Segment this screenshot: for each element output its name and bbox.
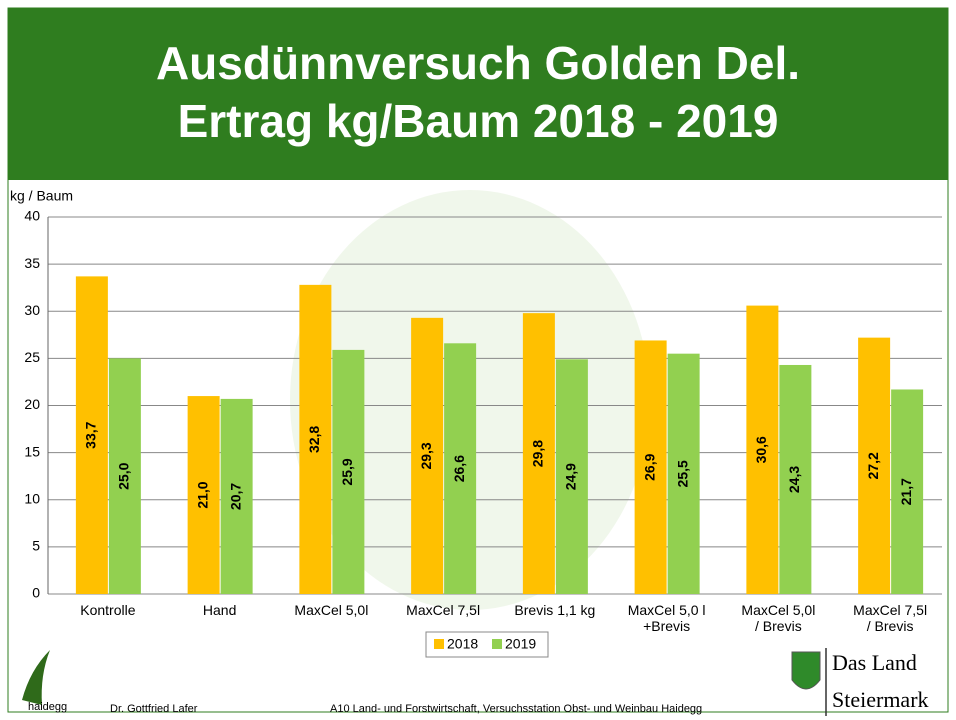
value-label: 29,3 [418, 442, 434, 469]
y-tick-label: 5 [32, 538, 40, 554]
x-tick-label: MaxCel 7,5l [406, 602, 481, 618]
bar [522, 313, 555, 594]
institution: A10 Land- und Forstwirtschaft, Versuchss… [330, 703, 702, 715]
value-label: 20,7 [227, 483, 243, 510]
haidegg-logo [22, 650, 50, 705]
value-label: 26,9 [641, 453, 657, 480]
bar [332, 349, 365, 594]
y-tick-label: 25 [24, 349, 40, 365]
logo-text: haidegg [28, 701, 67, 713]
x-tick-label: MaxCel 7,5l / Brevis [853, 602, 928, 634]
bar [891, 389, 924, 594]
header-band [8, 8, 948, 180]
coat-of-arms [791, 651, 821, 690]
value-label: 24,3 [786, 466, 802, 493]
land-line2: Steiermark [832, 687, 929, 712]
x-tick-label: MaxCel 5,0l [294, 602, 369, 618]
bar [779, 364, 812, 594]
x-tick-label: MaxCel 5,0l / Brevis [741, 602, 816, 634]
bar [187, 396, 220, 594]
y-axis-label: kg / Baum [10, 188, 73, 204]
bar [746, 305, 779, 594]
bar [858, 337, 891, 594]
y-tick-label: 10 [24, 490, 40, 506]
bar [411, 317, 444, 594]
legend-box [425, 631, 549, 658]
bar [444, 343, 477, 594]
bar [108, 358, 141, 594]
legend-label: 2018 [447, 636, 478, 652]
legend-swatch [434, 639, 444, 649]
y-tick-label: 35 [24, 255, 40, 271]
x-tick-label: Kontrolle [80, 602, 136, 618]
value-label: 27,2 [865, 452, 881, 479]
bar [75, 276, 108, 594]
slide-title: Ausdünnversuch Golden Del. Ertrag kg/Bau… [155, 37, 801, 147]
value-label: 25,0 [116, 462, 132, 489]
y-tick-label: 30 [24, 302, 40, 318]
y-tick-label: 15 [24, 443, 40, 459]
legend-label: 2019 [505, 636, 536, 652]
slide-border [7, 7, 949, 713]
y-tick-label: 20 [24, 396, 40, 412]
x-tick-label: Brevis 1,1 kg [514, 602, 596, 618]
y-tick-label: 0 [32, 585, 40, 601]
bar [667, 353, 700, 594]
author: Dr. Gottfried Lafer [110, 703, 198, 715]
value-label: 24,9 [563, 463, 579, 490]
x-tick-label: Hand [202, 602, 237, 618]
legend-swatch [492, 639, 502, 649]
bar [555, 359, 588, 594]
bar [634, 340, 667, 594]
value-label: 21,7 [898, 478, 914, 505]
value-label: 29,8 [530, 440, 546, 467]
bar [299, 284, 332, 594]
bar [220, 398, 253, 594]
x-tick-label: MaxCel 5,0 l +Brevis [627, 602, 706, 634]
value-label: 21,0 [194, 481, 210, 508]
value-label: 25,5 [674, 460, 690, 487]
value-label: 25,9 [339, 458, 355, 485]
value-label: 32,8 [306, 426, 322, 453]
y-tick-label: 40 [24, 208, 40, 224]
value-label: 30,6 [753, 436, 769, 463]
land-line1: Das Land [832, 650, 917, 675]
value-label: 26,6 [451, 455, 467, 482]
value-label: 33,7 [83, 421, 99, 448]
